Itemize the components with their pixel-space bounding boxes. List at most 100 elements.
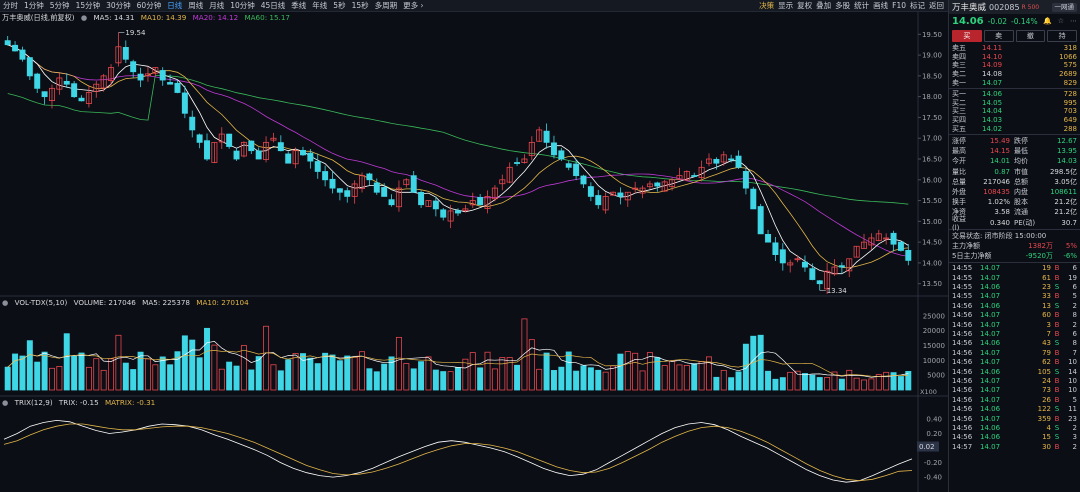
ask-book: 卖五 14.11 318 卖四 14.10 1066 卖三 14.09 575 卖二 14.08 26… <box>949 44 1080 87</box>
period-tab-1[interactable]: 1分钟 <box>24 0 44 10</box>
period-tab-4[interactable]: 30分钟 <box>106 0 131 10</box>
trade-status: 交易状态: 闭市阶段 15:00:00 <box>952 231 1047 240</box>
volume-bar <box>34 361 41 391</box>
stat-row: 总量 217046 总额 3.05亿 <box>949 177 1080 187</box>
tick-row: 14:56 14.06 43 S 8 <box>949 339 1080 348</box>
stat-key: 最高 <box>952 147 966 156</box>
asks-row[interactable]: 卖二 14.08 2689 <box>949 70 1080 79</box>
money-flow: 主力净额 1382万 5% 5日主力净额 -9520万 -6% <box>949 241 1080 261</box>
volume-bar <box>757 334 764 391</box>
trade-button-3[interactable]: 持 <box>1047 30 1077 42</box>
period-tab-15[interactable]: 多周期 <box>374 0 398 10</box>
toolbar-action-4[interactable]: 多股 <box>835 1 851 10</box>
volume-bar <box>204 327 210 391</box>
trade-button-1[interactable]: 卖 <box>983 30 1014 42</box>
period-tab-0[interactable]: 分时 <box>3 0 18 10</box>
period-tab-12[interactable]: 年线 <box>312 0 328 10</box>
period-tab-3[interactable]: 15分钟 <box>75 0 101 10</box>
stat-value: 1.02% <box>987 198 1010 207</box>
candle-body <box>787 262 794 266</box>
toolbar-action-7[interactable]: F10 <box>892 1 906 10</box>
price-tick-label: 17.50 <box>922 114 942 122</box>
bids-row[interactable]: 买三 14.04 703 <box>949 107 1080 116</box>
period-tab-10[interactable]: 45日线 <box>260 0 286 10</box>
asks-row[interactable]: 卖四 14.10 1066 <box>949 53 1080 62</box>
volume-bar <box>765 370 772 391</box>
candle-body <box>883 237 890 240</box>
stat-key: 内盘 <box>1014 187 1028 196</box>
stock-chart-svg[interactable]: 19.50 19.00 18.50 18.00 17.50 17.00 16.50 16.00… <box>0 12 948 492</box>
volume-bar <box>787 371 794 391</box>
volume-bar <box>314 363 321 391</box>
period-tab-11[interactable]: 季线 <box>291 0 307 10</box>
bids-row[interactable]: 买一 14.06 728 <box>949 90 1080 99</box>
toolbar-action-3[interactable]: 叠加 <box>816 1 832 10</box>
period-tab-9[interactable]: 10分钟 <box>230 0 255 10</box>
period-tab-16[interactable]: 更多 › <box>403 0 424 10</box>
settings-dot-icon[interactable]: ● <box>2 398 9 407</box>
stat-value: 3.58 <box>994 208 1010 217</box>
period-tab-8[interactable]: 月线 <box>209 0 225 10</box>
tick-count: 14 <box>1068 367 1077 376</box>
tick-list[interactable]: 14:55 14.07 19 B 6 14:55 14.07 61 B 19 14:55 14.06 2… <box>949 264 1080 452</box>
toolbar-action-0[interactable]: 决策 <box>759 1 775 10</box>
trade-button-0[interactable]: 买 <box>952 30 982 42</box>
candle-body <box>477 197 484 206</box>
volume-bar <box>373 371 380 391</box>
star-icon[interactable]: ☆ <box>1057 17 1064 25</box>
tick-volume: 33 <box>1042 292 1051 301</box>
price-tick-label: 14.00 <box>922 259 942 267</box>
bell-icon[interactable]: 🔔 <box>1043 17 1052 25</box>
candle-body <box>624 191 631 201</box>
volume-tick-label: 20000 <box>923 327 945 335</box>
toolbar-action-6[interactable]: 画线 <box>873 1 889 10</box>
stat-key: 换手 <box>952 198 966 207</box>
toolbar-action-9[interactable]: 返回 <box>929 1 944 10</box>
panel-menu-button[interactable]: 一网通 <box>1051 2 1077 12</box>
period-tab-13[interactable]: 5秒 <box>333 0 346 10</box>
asks-row[interactable]: 卖一 14.07 829 <box>949 78 1080 87</box>
candle-body <box>750 188 757 210</box>
bids-row[interactable]: 买四 14.03 649 <box>949 116 1080 125</box>
toolbar-action-5[interactable]: 统计 <box>854 1 870 10</box>
tick-time: 14:56 <box>952 414 973 423</box>
candle-body <box>897 241 904 251</box>
vol-ma5: MA5: 225378 <box>142 298 190 307</box>
stat-value: 108611 <box>1050 187 1077 196</box>
period-tab-7[interactable]: 周线 <box>188 0 204 10</box>
settings-dot-icon[interactable]: ● <box>80 13 88 22</box>
ob-price: 14.08 <box>982 70 1003 79</box>
volume-bar <box>189 339 196 391</box>
volume-bar <box>285 359 292 391</box>
period-tab-14[interactable]: 15秒 <box>351 0 369 10</box>
settings-dot-icon[interactable]: ● <box>2 298 9 307</box>
tick-volume: 19 <box>1042 264 1051 273</box>
candle-body <box>174 82 181 93</box>
volume-bar <box>93 358 100 391</box>
vol-ma10-line <box>7 349 909 377</box>
more-icon[interactable]: ⋯ <box>1070 17 1077 25</box>
period-tab-2[interactable]: 5分钟 <box>49 0 70 10</box>
candle-body <box>336 188 343 193</box>
tick-volume: 61 <box>1042 273 1051 282</box>
ob-price: 14.10 <box>982 52 1003 61</box>
trade-button-2[interactable]: 撤 <box>1015 30 1046 42</box>
toolbar-action-1[interactable]: 显示 <box>778 1 794 10</box>
volume-bar <box>639 370 646 391</box>
ob-label: 买五 <box>952 124 966 133</box>
candle-body <box>742 171 749 189</box>
tick-row: 14:56 14.07 73 B 10 <box>949 386 1080 395</box>
period-tab-5[interactable]: 60分钟 <box>136 0 162 10</box>
tick-price: 14.07 <box>980 358 1001 367</box>
asks-row[interactable]: 卖五 14.11 318 <box>949 44 1080 53</box>
toolbar-action-8[interactable]: 标记 <box>910 1 925 10</box>
period-tab-6[interactable]: 日线 <box>167 0 183 10</box>
candle-body <box>115 46 122 64</box>
bids-row[interactable]: 买五 14.02 288 <box>949 124 1080 133</box>
asks-row[interactable]: 卖三 14.09 575 <box>949 61 1080 70</box>
toolbar-action-2[interactable]: 复权 <box>797 1 813 10</box>
tick-row: 14:57 14.07 30 B 2 <box>949 442 1080 451</box>
candle-body <box>875 233 882 241</box>
candle-body <box>410 175 417 193</box>
bids-row[interactable]: 买二 14.05 995 <box>949 99 1080 108</box>
